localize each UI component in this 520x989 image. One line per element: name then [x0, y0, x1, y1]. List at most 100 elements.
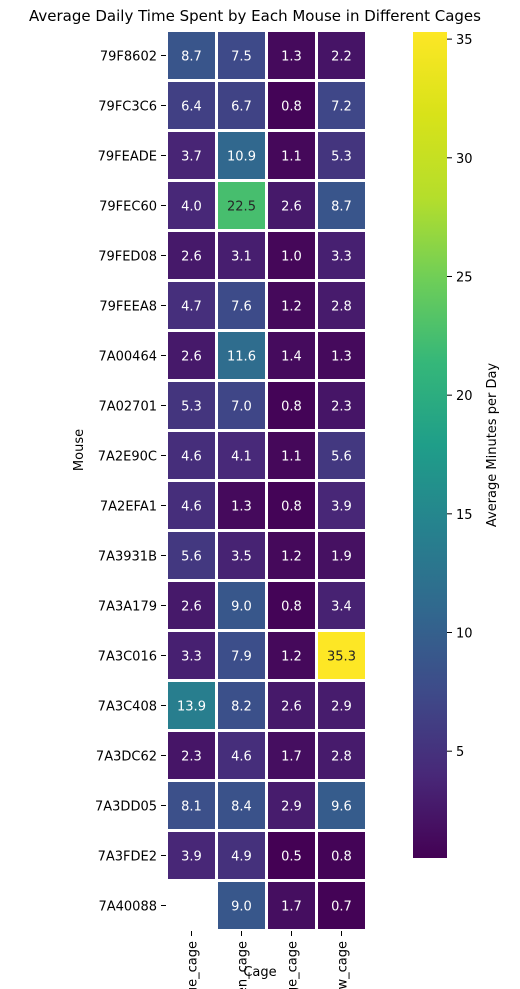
cell-value-label: 5.3: [181, 400, 202, 415]
heatmap-cell: [318, 782, 365, 829]
heatmap-cell: [168, 582, 215, 629]
cell-value-label: 1.4: [281, 350, 302, 365]
heatmap-cell: [268, 782, 315, 829]
heatmap-cell: [268, 582, 315, 629]
heatmap-cell: [218, 732, 265, 779]
heatmap-cell: [268, 232, 315, 279]
cell-value-label: 5.6: [181, 550, 202, 565]
heatmap-cell: [218, 582, 265, 629]
row-tick-label: 79FEADE: [98, 150, 157, 165]
cell-value-label: 2.2: [331, 50, 352, 65]
cell-value-label: 5.3: [331, 150, 352, 165]
heatmap-cell: [168, 832, 215, 879]
cell-value-label: 6.7: [231, 100, 252, 115]
cell-value-label: 8.1: [181, 800, 202, 815]
row-tick-label: 79FEEA8: [99, 300, 157, 315]
cell-value-label: 4.6: [231, 750, 252, 765]
cell-value-label: 0.8: [281, 100, 302, 115]
heatmap-cell: [268, 482, 315, 529]
cell-value-label: 2.6: [281, 200, 302, 215]
heatmap-cell: [318, 682, 365, 729]
heatmap-cell: [218, 232, 265, 279]
cell-value-label: 4.9: [231, 850, 252, 865]
x-axis-label: Cage: [243, 965, 276, 980]
heatmap-cell: [268, 82, 315, 129]
row-tick-label: 7A3C408: [98, 700, 157, 715]
colorbar: 5 10 15 20 25 30 35 Average Minutes per Day: [413, 32, 500, 858]
heatmap-cell: [218, 32, 265, 79]
heatmap-cell: [268, 432, 315, 479]
heatmap-cell: [318, 632, 365, 679]
cell-value-label: 4.6: [181, 450, 202, 465]
cell-value-label: 1.2: [281, 550, 302, 565]
heatmap-cell: [318, 32, 365, 79]
heatmap-cell: [268, 732, 315, 779]
heatmap-cell: [218, 82, 265, 129]
heatmap-cell: [168, 432, 215, 479]
heatmap-cell: [218, 782, 265, 829]
cell-value-label: 2.8: [331, 750, 352, 765]
cell-value-label: 2.9: [331, 700, 352, 715]
heatmap-cell: [318, 132, 365, 179]
cell-value-label: 6.4: [181, 100, 202, 115]
cell-value-label: 2.3: [331, 400, 352, 415]
cell-value-label: 8.7: [181, 50, 202, 65]
row-tick-label: 7A3C016: [98, 650, 157, 665]
cell-value-label: 1.7: [281, 900, 302, 915]
colorbar-label: Average Minutes per Day: [485, 363, 500, 528]
heatmap-cell: [168, 532, 215, 579]
heatmap-cell: [218, 332, 265, 379]
cell-value-label: 0.8: [331, 850, 352, 865]
heatmap-cell: [218, 632, 265, 679]
cell-value-label: 35.3: [327, 650, 356, 665]
cell-value-label: 1.3: [331, 350, 352, 365]
cell-value-label: 2.9: [281, 800, 302, 815]
cell-value-label: 2.6: [281, 700, 302, 715]
heatmap-cell: [318, 332, 365, 379]
heatmap-cell: [318, 582, 365, 629]
row-tick-label: 7A40088: [98, 900, 157, 915]
cell-value-label: 7.6: [231, 300, 252, 315]
heatmap-cell: [218, 532, 265, 579]
row-tick-label: 7A3A179: [98, 600, 157, 615]
cell-value-label: 9.0: [231, 600, 252, 615]
cell-value-label: 9.6: [331, 800, 352, 815]
cell-value-label: 7.2: [331, 100, 352, 115]
heatmap-cell: [218, 432, 265, 479]
cell-value-label: 2.3: [181, 750, 202, 765]
heatmap-cell: [168, 382, 215, 429]
row-tick-label: 79FEC60: [99, 200, 157, 215]
cell-value-label: 4.1: [231, 450, 252, 465]
cell-value-label: 3.5: [231, 550, 252, 565]
colorbar-tick-label: 15: [456, 508, 473, 523]
cell-value-label: 1.9: [331, 550, 352, 565]
heatmap-cell: [318, 282, 365, 329]
heatmap-cell: [268, 132, 315, 179]
row-tick-label: 79FED08: [98, 250, 157, 265]
colorbar-gradient: [413, 32, 447, 858]
cell-value-label: 0.8: [281, 600, 302, 615]
heatmap-cell: [268, 532, 315, 579]
y-axis-label: Mouse: [72, 429, 87, 471]
heatmap-cell: [168, 332, 215, 379]
column-tick-label: orange_cage: [286, 941, 301, 989]
heatmap-cell: [168, 482, 215, 529]
cell-value-label: 8.4: [231, 800, 252, 815]
heatmap-cell: [168, 632, 215, 679]
cell-value-label: 2.8: [331, 300, 352, 315]
cell-value-label: 2.6: [181, 600, 202, 615]
row-tick-label: 7A3931B: [98, 550, 157, 565]
colorbar-tick-label: 10: [456, 627, 473, 642]
heatmap-cell: [168, 82, 215, 129]
cell-value-label: 7.9: [231, 650, 252, 665]
row-tick-label: 7A02701: [98, 400, 157, 415]
cell-value-label: 5.6: [331, 450, 352, 465]
heatmap-cell: [318, 82, 365, 129]
heatmap-cell: [268, 632, 315, 679]
column-tick-label: yellow_cage: [336, 941, 351, 989]
colorbar-tick-label: 30: [456, 152, 473, 167]
colorbar-ticks: 5 10 15 20 25 30 35: [447, 33, 473, 760]
heatmap-cell: [218, 282, 265, 329]
cell-value-label: 1.2: [281, 650, 302, 665]
